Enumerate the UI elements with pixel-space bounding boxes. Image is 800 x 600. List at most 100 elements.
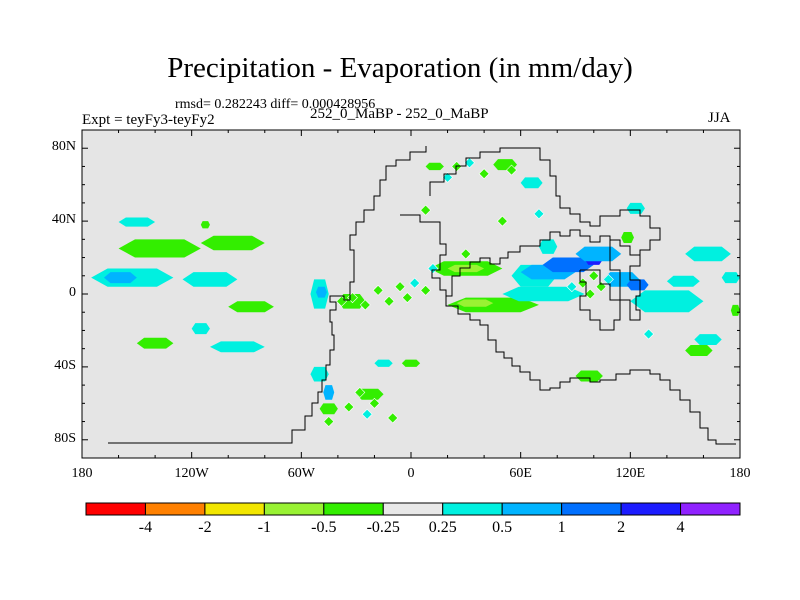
field-cell-6 (401, 292, 413, 304)
colorbar-label-3: -0.5 (311, 519, 337, 536)
colorbar-box-0 (85, 502, 146, 516)
america-coastline (108, 146, 427, 444)
experiment-label: Expt = teyFy3-teyFy2 (82, 112, 215, 128)
field-region-24 (575, 246, 622, 262)
field-region-27 (626, 279, 649, 291)
field-region-12 (310, 366, 329, 382)
y-tick-label-3: 40S (54, 357, 76, 373)
field-region-44 (666, 275, 700, 287)
field-region-19 (456, 299, 494, 307)
field-region-34 (538, 239, 558, 254)
field-region-36 (626, 202, 645, 214)
field-region-43 (401, 359, 421, 367)
field-cell-15 (478, 168, 490, 180)
field-cell-12 (361, 408, 373, 420)
field-region-30 (685, 345, 713, 356)
field-region-14 (319, 403, 338, 415)
field-cell-28 (387, 412, 399, 424)
colorbar-box-5 (382, 502, 444, 516)
field-region-1 (103, 272, 137, 284)
asia-interior-border (579, 269, 621, 331)
stats-label: rmsd= 0.282243 diff= 0.000428956 (175, 97, 376, 112)
field-cell-4 (383, 295, 395, 307)
map-background (82, 130, 740, 458)
x-tick-label-4: 60E (509, 466, 532, 481)
field-region-38 (191, 323, 210, 335)
colorbar-box-3 (263, 502, 325, 516)
y-tick-label-2: 0 (69, 285, 76, 300)
x-tick-label-6: 180 (729, 466, 751, 481)
field-cell-24 (460, 248, 472, 260)
field-region-25 (502, 286, 585, 302)
field-region-32 (425, 162, 444, 171)
field-region-31 (694, 334, 722, 346)
colorbar-label-6: 0.5 (492, 519, 513, 536)
field-region-10 (315, 286, 327, 298)
colorbar-box-7 (501, 502, 563, 516)
y-tick-label-4: 80S (54, 430, 76, 446)
x-tick-label-5: 120E (615, 466, 646, 481)
field-region-13 (323, 385, 335, 400)
field-region-37 (200, 221, 210, 229)
colorbar-box-9 (620, 502, 682, 516)
colorbar-box-8 (561, 502, 622, 516)
colorbar-label-5: 0.25 (428, 519, 457, 536)
field-cell-10 (369, 397, 380, 409)
field-region-45 (575, 370, 603, 382)
field-cell-20 (584, 288, 596, 300)
colorbar-label-9: 4 (676, 519, 685, 536)
field-region-29 (685, 246, 731, 262)
x-tick-label-1: 120W (174, 466, 209, 481)
field-region-28 (630, 290, 704, 313)
colorbar-label-4: -0.25 (366, 519, 400, 536)
colorbar-box-1 (144, 502, 206, 516)
field-region-8 (136, 337, 174, 349)
colorbar-box-2 (204, 502, 265, 516)
season-label: JJA (708, 110, 731, 126)
field-cell-3 (372, 284, 384, 296)
field-region-39 (730, 304, 740, 316)
x-tick-label-2: 60W (287, 466, 315, 481)
field-cell-25 (427, 263, 439, 274)
field-region-42 (374, 359, 393, 367)
field-cell-11 (343, 401, 355, 413)
colorbar-label-1: -2 (198, 519, 212, 536)
field-cell-18 (588, 270, 600, 282)
east-asia-coastline (609, 236, 641, 321)
field-region-7 (228, 301, 274, 313)
africa-eurasia-coastline (400, 214, 736, 445)
field-cell-2 (359, 299, 371, 311)
colorbar-label-8: 2 (617, 519, 626, 536)
chart-title: Precipitation - Evaporation (in mm/day) (167, 52, 633, 84)
y-tick-label-0: 80N (51, 139, 76, 155)
field-cell-5 (394, 281, 406, 293)
field-region-6 (209, 341, 265, 353)
x-tick-label-3: 0 (407, 466, 415, 481)
field-region-3 (118, 217, 156, 227)
field-cell-29 (533, 208, 545, 220)
field-region-2 (118, 239, 201, 258)
field-region-33 (520, 177, 543, 189)
y-tick-label-1: 40N (51, 212, 76, 228)
x-tick-label-0: 180 (71, 466, 93, 481)
continent-outlines (108, 146, 736, 445)
colorbar (85, 502, 741, 516)
colorbar-box-10 (680, 502, 741, 516)
field-cell-31 (643, 328, 655, 340)
field-region-40 (721, 272, 740, 284)
case-label: 252_0_MaBP - 252_0_MaBP (310, 106, 489, 122)
field-region-22 (542, 257, 594, 273)
colorbar-box-4 (323, 502, 384, 516)
field-cell-9 (354, 386, 366, 398)
field-region-4 (200, 235, 265, 251)
field-cell-26 (496, 215, 508, 227)
field-cell-23 (566, 281, 578, 293)
colorbar-label-2: -1 (257, 519, 272, 536)
colorbar-box-6 (442, 502, 503, 516)
axis-ticks (81, 129, 741, 459)
field-cell-30 (323, 416, 335, 427)
field-cell-27 (420, 204, 432, 216)
field-cell-8 (420, 284, 432, 296)
field-region-5 (182, 272, 238, 287)
